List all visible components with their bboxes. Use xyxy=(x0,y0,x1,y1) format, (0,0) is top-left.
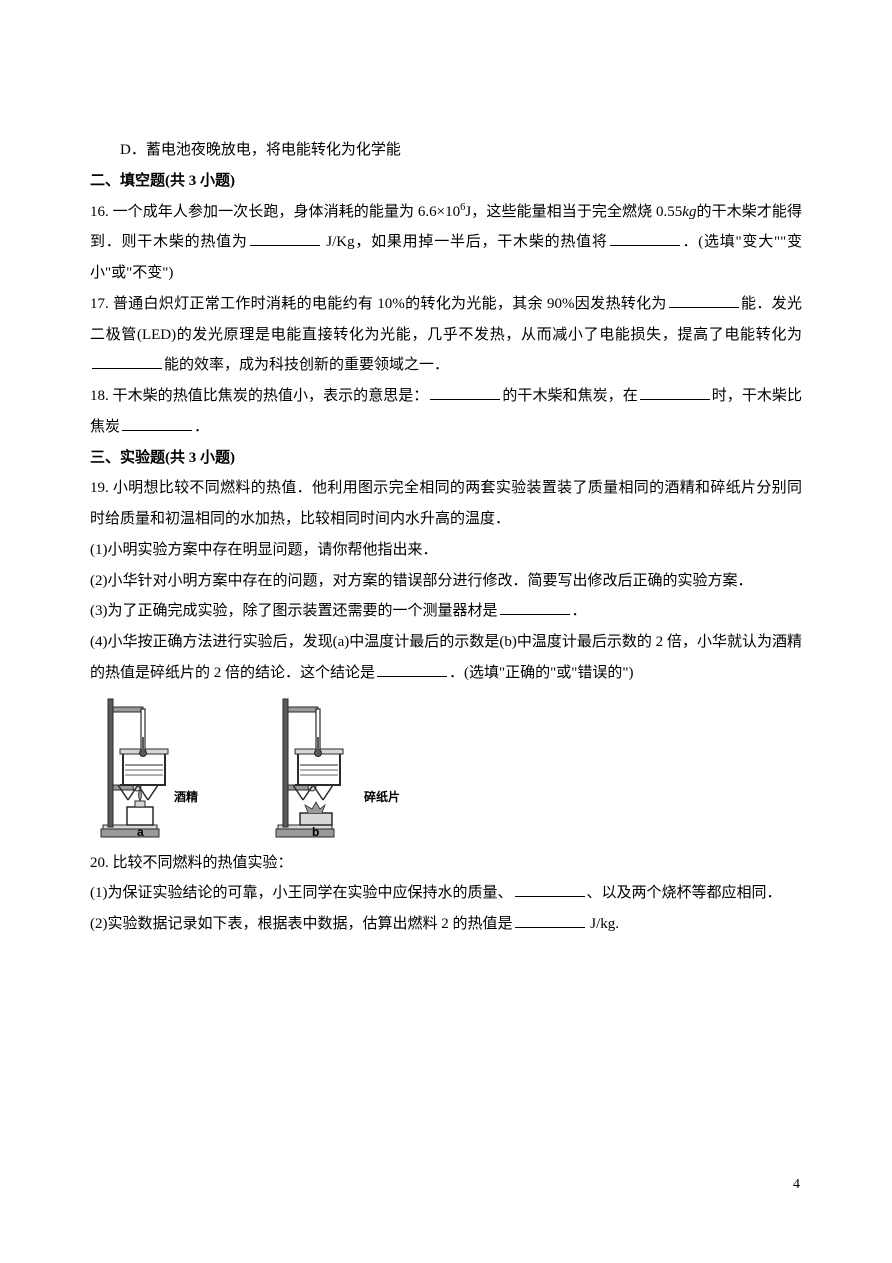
figure-b-sub-label: b xyxy=(312,820,319,845)
figure-b-apparatus: 碎纸片 b xyxy=(270,697,390,842)
q16-part-d: J/Kg，如果用掉一半后，干木柴的热值将 xyxy=(322,234,608,250)
q16-text: 16. 一个成年人参加一次长跑，身体消耗的能量为 6.6×106J，这些能量相当… xyxy=(90,197,802,289)
blank-q20-1 xyxy=(515,882,585,897)
section-3-heading: 三、实验题(共 3 小题) xyxy=(90,443,802,474)
q20-2-b: J/kg. xyxy=(587,916,620,932)
blank-q18-2 xyxy=(640,385,710,400)
q16-part-b: J，这些能量相当于完全燃烧 0.55 xyxy=(465,204,682,220)
apparatus-a-svg xyxy=(95,697,200,842)
section-2-heading: 二、填空题(共 3 小题) xyxy=(90,166,802,197)
option-d-text: D．蓄电池夜晚放电，将电能转化为化学能 xyxy=(90,135,802,166)
q16-part-a: 16. 一个成年人参加一次长跑，身体消耗的能量为 6.6×10 xyxy=(90,204,460,220)
blank-q20-2 xyxy=(515,913,585,928)
q18-part-a: 18. 干木柴的热值比焦炭的热值小，表示的意思是： xyxy=(90,388,428,404)
q19-intro: 19. 小明想比较不同燃料的热值．他利用图示完全相同的两套实验装置装了质量相同的… xyxy=(90,473,802,535)
figure-b-fuel-label: 碎纸片 xyxy=(364,785,400,810)
q18-part-d: ． xyxy=(194,419,209,435)
q17-part-c: 能的效率，成为科技创新的重要领域之一． xyxy=(164,357,449,373)
q16-unit-kg: kg xyxy=(682,204,696,220)
experiment-figures-row: 酒精 a xyxy=(90,697,802,842)
blank-q17-2 xyxy=(92,354,162,369)
blank-q19-4 xyxy=(377,662,447,677)
q20-intro: 20. 比较不同燃料的热值实验： xyxy=(90,848,802,879)
q17-text: 17. 普通白炽灯正常工作时消耗的电能约有 10%的转化为光能，其余 90%因发… xyxy=(90,289,802,381)
figure-a-apparatus: 酒精 a xyxy=(95,697,200,842)
blank-q18-3 xyxy=(122,416,192,431)
q19-sub3: (3)为了正确完成实验，除了图示装置还需要的一个测量器材是 ． xyxy=(90,596,802,627)
q20-sub2: (2)实验数据记录如下表，根据表中数据，估算出燃料 2 的热值是 J/kg. xyxy=(90,909,802,940)
q18-part-b: 的干木柴和焦炭，在 xyxy=(502,388,637,404)
apparatus-b-svg xyxy=(270,697,375,842)
q19-sub1: (1)小明实验方案中存在明显问题，请你帮他指出来． xyxy=(90,535,802,566)
q20-1-b: 、以及两个烧杯等都应相同． xyxy=(587,885,782,901)
q20-1-a: (1)为保证实验结论的可靠，小王同学在实验中应保持水的质量、 xyxy=(90,885,513,901)
q19-sub4: (4)小华按正确方法进行实验后，发现(a)中温度计最后的示数是(b)中温度计最后… xyxy=(90,627,802,689)
q19-3-a: (3)为了正确完成实验，除了图示装置还需要的一个测量器材是 xyxy=(90,603,498,619)
blank-q18-1 xyxy=(430,385,500,400)
q19-sub2: (2)小华针对小明方案中存在的问题，对方案的错误部分进行修改．简要写出修改后正确… xyxy=(90,566,802,597)
blank-q19-3 xyxy=(500,600,570,615)
blank-q16-1 xyxy=(250,231,320,246)
q20-sub1: (1)为保证实验结论的可靠，小王同学在实验中应保持水的质量、 、以及两个烧杯等都应… xyxy=(90,878,802,909)
q18-text: 18. 干木柴的热值比焦炭的热值小，表示的意思是：的干木柴和焦炭，在时，干木柴比… xyxy=(90,381,802,443)
q19-4-b: ．(选填"正确的"或"错误的") xyxy=(449,665,633,681)
figure-a-fuel-label: 酒精 xyxy=(174,785,198,810)
q19-3-b: ． xyxy=(572,603,587,619)
blank-q17-1 xyxy=(669,293,739,308)
figure-a-sub-label: a xyxy=(137,820,144,845)
document-page: D．蓄电池夜晚放电，将电能转化为化学能 二、填空题(共 3 小题) 16. 一个… xyxy=(0,0,892,1000)
q17-part-a: 17. 普通白炽灯正常工作时消耗的电能约有 10%的转化为光能，其余 90%因发… xyxy=(90,296,667,312)
q20-2-a: (2)实验数据记录如下表，根据表中数据，估算出燃料 2 的热值是 xyxy=(90,916,513,932)
blank-q16-2 xyxy=(610,231,680,246)
page-number: 4 xyxy=(793,1177,800,1193)
